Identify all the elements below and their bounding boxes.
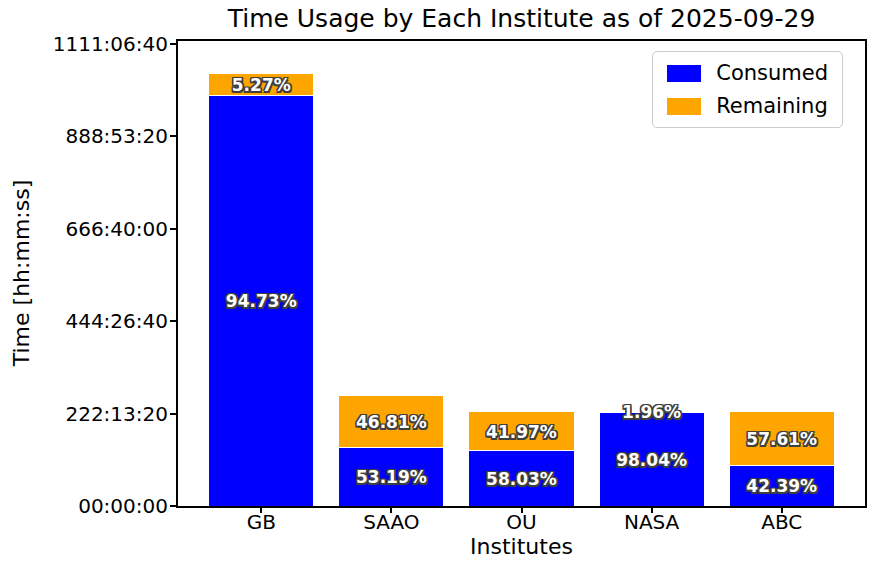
legend-entry-consumed: Consumed xyxy=(667,61,828,85)
plot-area: Consumed Remaining 94.73% 5.27% 53.19% 46.81… xyxy=(176,39,867,508)
y-tick-label: 00:00:00 xyxy=(0,494,168,518)
bar-label-consumed-ou: 58.03% xyxy=(486,469,557,489)
x-axis-label: Institutes xyxy=(178,534,865,559)
bar-label-remaining-nasa: 1.96% xyxy=(622,402,681,422)
x-tick-label-gb: GB xyxy=(247,510,276,534)
x-tick-mark xyxy=(260,506,262,513)
y-tick-label: 666:40:00 xyxy=(0,217,168,241)
y-tick-mark xyxy=(170,320,177,322)
y-tick-label: 1111:06:40 xyxy=(0,32,168,56)
y-axis-label: Time [hh:mm:ss] xyxy=(9,180,34,367)
y-tick-mark xyxy=(170,43,177,45)
y-tick-label: 222:13:20 xyxy=(0,402,168,426)
x-tick-label-abc: ABC xyxy=(761,510,802,534)
y-tick-mark xyxy=(170,228,177,230)
y-tick-mark xyxy=(170,505,177,507)
chart-title: Time Usage by Each Institute as of 2025-… xyxy=(178,4,865,33)
bar-label-consumed-saao: 53.19% xyxy=(356,467,427,487)
x-tick-mark xyxy=(521,506,523,513)
bar-label-consumed-nasa: 98.04% xyxy=(616,450,687,470)
legend-swatch-consumed xyxy=(667,65,701,82)
chart-figure: Time Usage by Each Institute as of 2025-… xyxy=(0,0,875,574)
legend-entry-remaining: Remaining xyxy=(667,94,828,118)
legend-label-consumed: Consumed xyxy=(716,61,828,85)
x-tick-mark xyxy=(390,506,392,513)
bar-label-remaining-ou: 41.97% xyxy=(486,422,557,442)
bar-label-consumed-gb: 94.73% xyxy=(226,291,297,311)
x-tick-label-saao: SAAO xyxy=(363,510,419,534)
bar-label-remaining-saao: 46.81% xyxy=(356,412,427,432)
bar-label-consumed-abc: 42.39% xyxy=(746,476,817,496)
legend-swatch-remaining xyxy=(667,98,701,115)
legend: Consumed Remaining xyxy=(652,51,843,128)
bar-label-remaining-abc: 57.61% xyxy=(746,429,817,449)
x-tick-label-ou: OU xyxy=(506,510,536,534)
legend-label-remaining: Remaining xyxy=(716,94,828,118)
y-tick-mark xyxy=(170,413,177,415)
y-tick-label: 888:53:20 xyxy=(0,124,168,148)
y-tick-mark xyxy=(170,135,177,137)
x-tick-mark xyxy=(651,506,653,513)
x-tick-mark xyxy=(781,506,783,513)
x-tick-label-nasa: NASA xyxy=(624,510,679,534)
y-tick-label: 444:26:40 xyxy=(0,309,168,333)
bar-label-remaining-gb: 5.27% xyxy=(232,75,291,95)
